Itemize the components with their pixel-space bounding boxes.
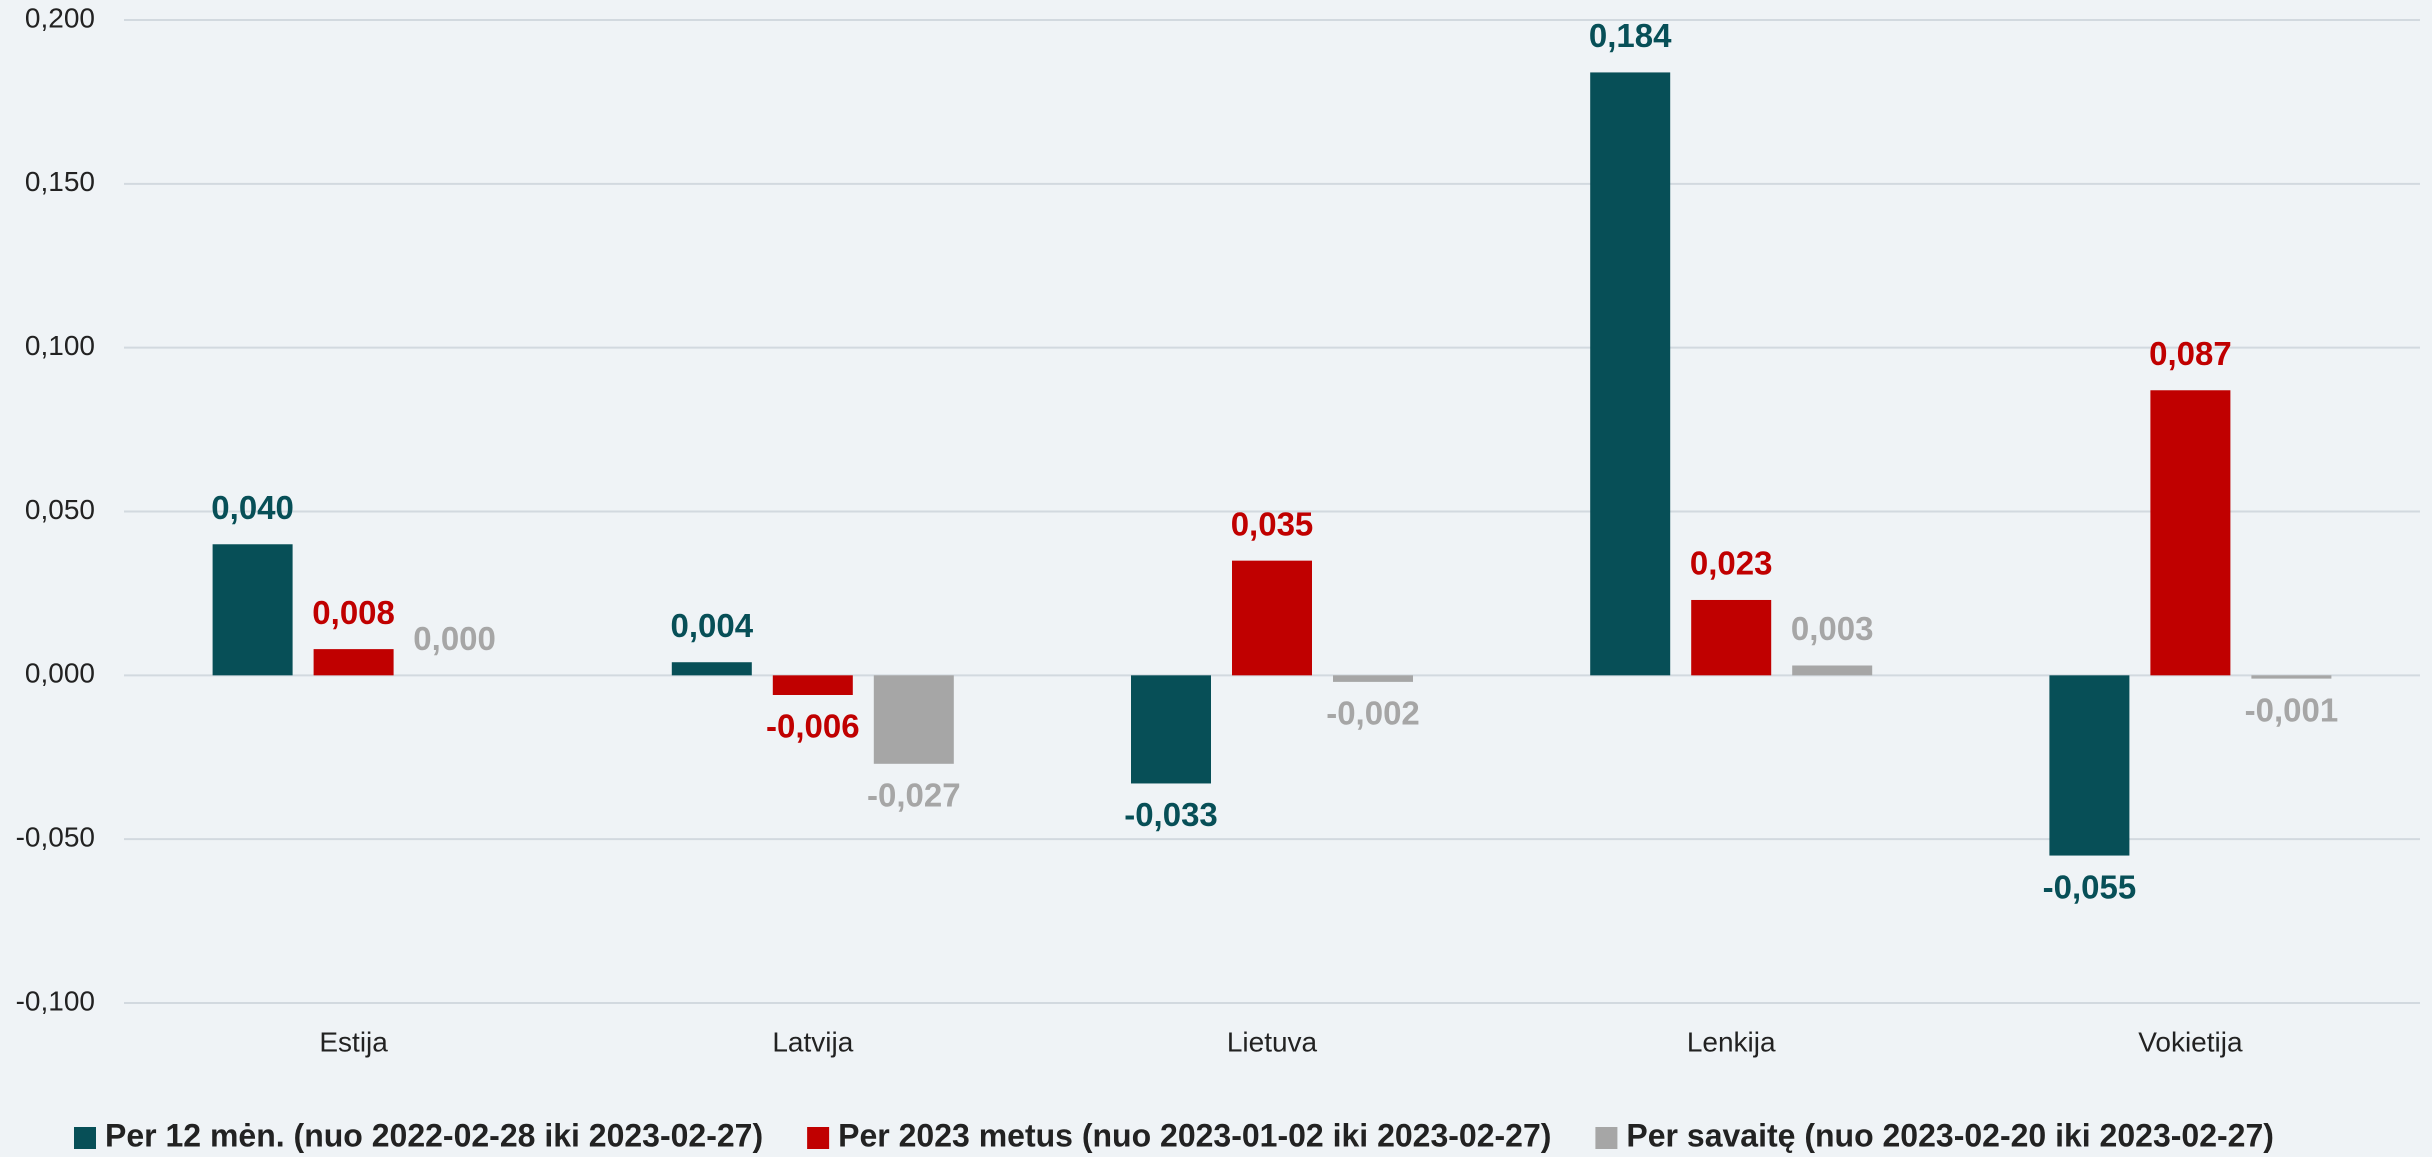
bar: [212, 544, 293, 676]
bar: [2049, 675, 2130, 856]
data-label: -0,027: [867, 777, 961, 814]
data-label: 0,184: [1589, 17, 1672, 54]
bar: [2150, 390, 2231, 676]
data-label: -0,001: [2245, 691, 2339, 728]
data-label: -0,002: [1326, 695, 1420, 732]
data-label: 0,035: [1231, 505, 1314, 542]
legend-label: Per savaitę (nuo 2023-02-20 iki 2023-02-…: [1626, 1117, 2273, 1153]
legend-swatch: [74, 1127, 96, 1149]
legend-swatch: [807, 1127, 830, 1149]
data-label: 0,087: [2149, 335, 2232, 372]
y-tick-label: 0,050: [25, 494, 95, 525]
data-label: -0,006: [766, 708, 860, 745]
legend-label: Per 12 mėn. (nuo 2022-02-28 iki 2023-02-…: [105, 1117, 763, 1153]
bar: [1590, 72, 1671, 676]
data-label: 0,008: [312, 594, 395, 631]
y-tick-label: 0,200: [25, 2, 95, 33]
y-tick-label: -0,050: [16, 822, 95, 853]
legend-label: Per 2023 metus (nuo 2023-01-02 iki 2023-…: [838, 1117, 1551, 1153]
x-tick-label: Latvija: [772, 1026, 853, 1057]
y-tick-label: 0,100: [25, 330, 95, 361]
data-label: 0,004: [671, 607, 754, 644]
legend-swatch: [1595, 1127, 1618, 1149]
x-tick-label: Vokietija: [2138, 1026, 2243, 1057]
bar: [873, 675, 954, 764]
data-label: -0,055: [2043, 868, 2137, 905]
bar: [671, 662, 752, 676]
bar: [772, 675, 853, 695]
data-label: 0,023: [1690, 545, 1773, 582]
data-label: 0,040: [211, 489, 294, 526]
data-label: -0,033: [1124, 796, 1218, 833]
y-tick-label: -0,100: [16, 985, 95, 1016]
x-tick-label: Lenkija: [1687, 1026, 1776, 1057]
bar: [2251, 675, 2332, 679]
y-tick-label: 0,000: [25, 658, 95, 689]
data-label: 0,000: [413, 620, 496, 657]
bar: [1691, 599, 1772, 676]
y-tick-label: 0,150: [25, 166, 95, 197]
bar: [313, 649, 394, 676]
bar: [1333, 675, 1413, 682]
data-label: 0,003: [1791, 610, 1874, 647]
bar: [1792, 665, 1873, 676]
x-tick-label: Estija: [319, 1026, 388, 1057]
bar: [1232, 560, 1312, 676]
bar: [1131, 675, 1211, 784]
x-tick-label: Lietuva: [1227, 1026, 1318, 1057]
